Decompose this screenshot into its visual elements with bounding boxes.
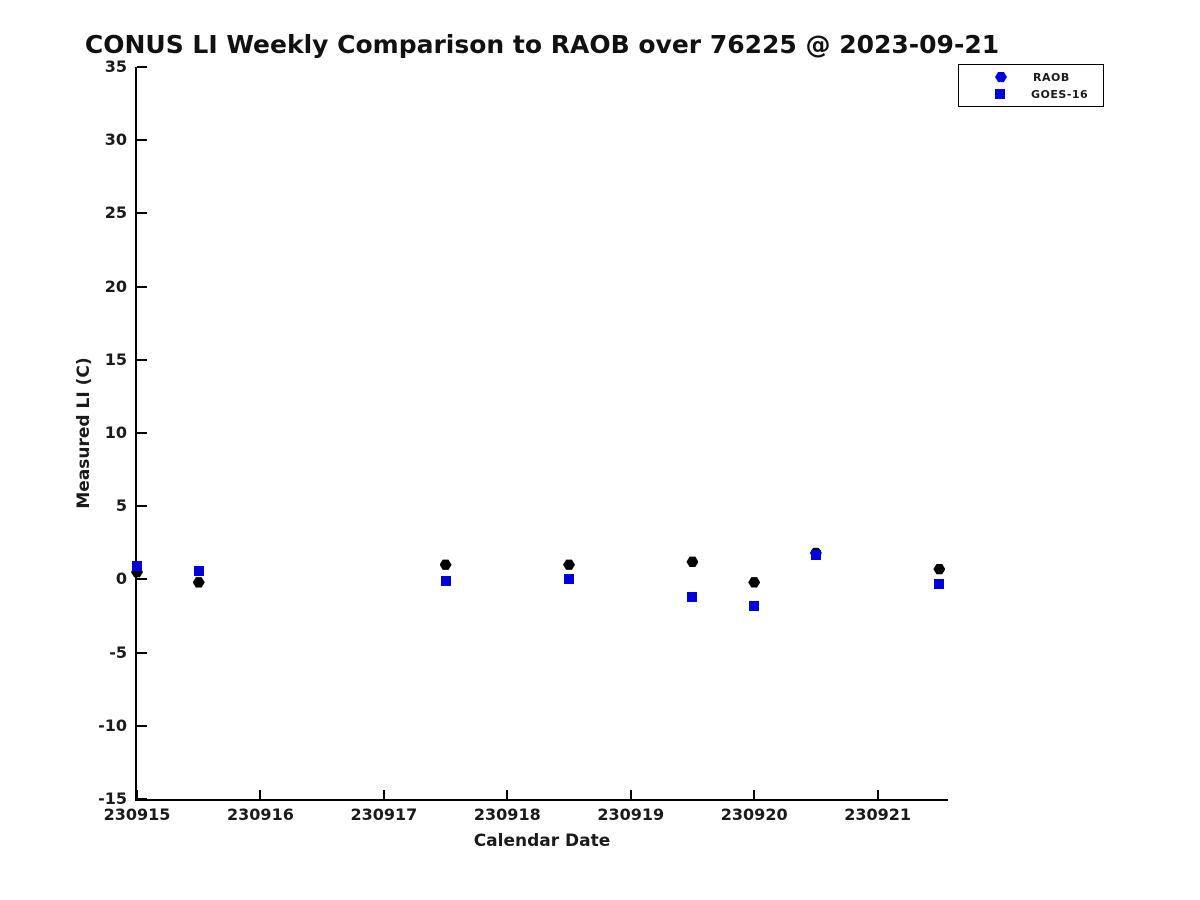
x-axis-spine — [135, 799, 948, 801]
y-tick — [137, 285, 147, 288]
data-point-goes-16 — [810, 549, 821, 560]
x-tick — [876, 790, 879, 799]
x-tick-label: 230919 — [597, 805, 665, 824]
y-tick-label: -10 — [98, 715, 127, 735]
y-axis-spine — [135, 67, 137, 801]
data-point-goes-16 — [687, 591, 698, 602]
y-tick — [137, 358, 147, 361]
x-axis-label: Calendar Date — [473, 831, 611, 851]
y-tick — [137, 139, 147, 142]
data-point-goes-16 — [749, 600, 760, 611]
y-tick-label: 20 — [104, 276, 127, 296]
y-tick-label: 15 — [104, 349, 127, 369]
y-tick — [137, 798, 147, 800]
y-tick — [137, 505, 147, 508]
y-tick-label: 5 — [115, 496, 127, 516]
x-tick-label: 230921 — [844, 805, 912, 824]
y-tick — [137, 66, 147, 68]
x-tick — [506, 790, 509, 799]
data-point-goes-16 — [132, 561, 142, 572]
legend-label: GOES-16 — [1031, 87, 1089, 101]
y-tick — [137, 212, 147, 215]
y-tick-label: 0 — [115, 569, 127, 589]
y-tick — [137, 724, 147, 727]
chart-title: CONUS LI Weekly Comparison to RAOB over … — [84, 30, 1000, 59]
y-tick-label: 30 — [104, 130, 127, 150]
data-point-raob — [131, 566, 143, 578]
legend: RAOB GOES-16 — [958, 64, 1104, 107]
y-tick — [137, 578, 147, 581]
x-tick — [382, 790, 385, 799]
y-tick — [137, 651, 147, 654]
x-tick — [629, 790, 632, 799]
x-tick — [136, 790, 138, 799]
legend-entry-goes-16: GOES-16 — [959, 88, 1103, 101]
data-point-raob — [192, 577, 205, 588]
x-tick — [259, 790, 262, 799]
data-point-goes-16 — [193, 565, 204, 576]
legend-label: RAOB — [1033, 70, 1070, 84]
y-tick — [137, 432, 147, 434]
x-tick-label: 230915 — [103, 805, 171, 824]
x-tick-label: 230920 — [720, 805, 788, 824]
data-point-goes-16 — [934, 578, 945, 589]
y-tick-label: 35 — [104, 57, 127, 76]
y-tick-label: 25 — [104, 203, 127, 223]
legend-hexagon-icon — [995, 71, 1007, 83]
data-point-goes-16 — [564, 574, 575, 585]
x-tick-label: 230918 — [473, 805, 541, 824]
x-tick-label: 230916 — [227, 805, 294, 824]
x-tick-label: 230917 — [350, 805, 418, 824]
y-tick-label: -15 — [98, 789, 127, 808]
data-point-raob — [563, 559, 576, 570]
data-point-raob — [439, 559, 452, 570]
x-tick — [753, 790, 756, 799]
y-tick-label: 10 — [104, 423, 127, 442]
data-point-raob — [933, 563, 946, 575]
y-tick-label: -5 — [109, 642, 127, 662]
data-point-raob — [686, 556, 699, 567]
data-point-goes-16 — [440, 575, 451, 586]
legend-entry-raob: RAOB — [959, 71, 1103, 84]
legend-square-icon — [995, 89, 1005, 99]
data-point-raob — [748, 577, 761, 588]
